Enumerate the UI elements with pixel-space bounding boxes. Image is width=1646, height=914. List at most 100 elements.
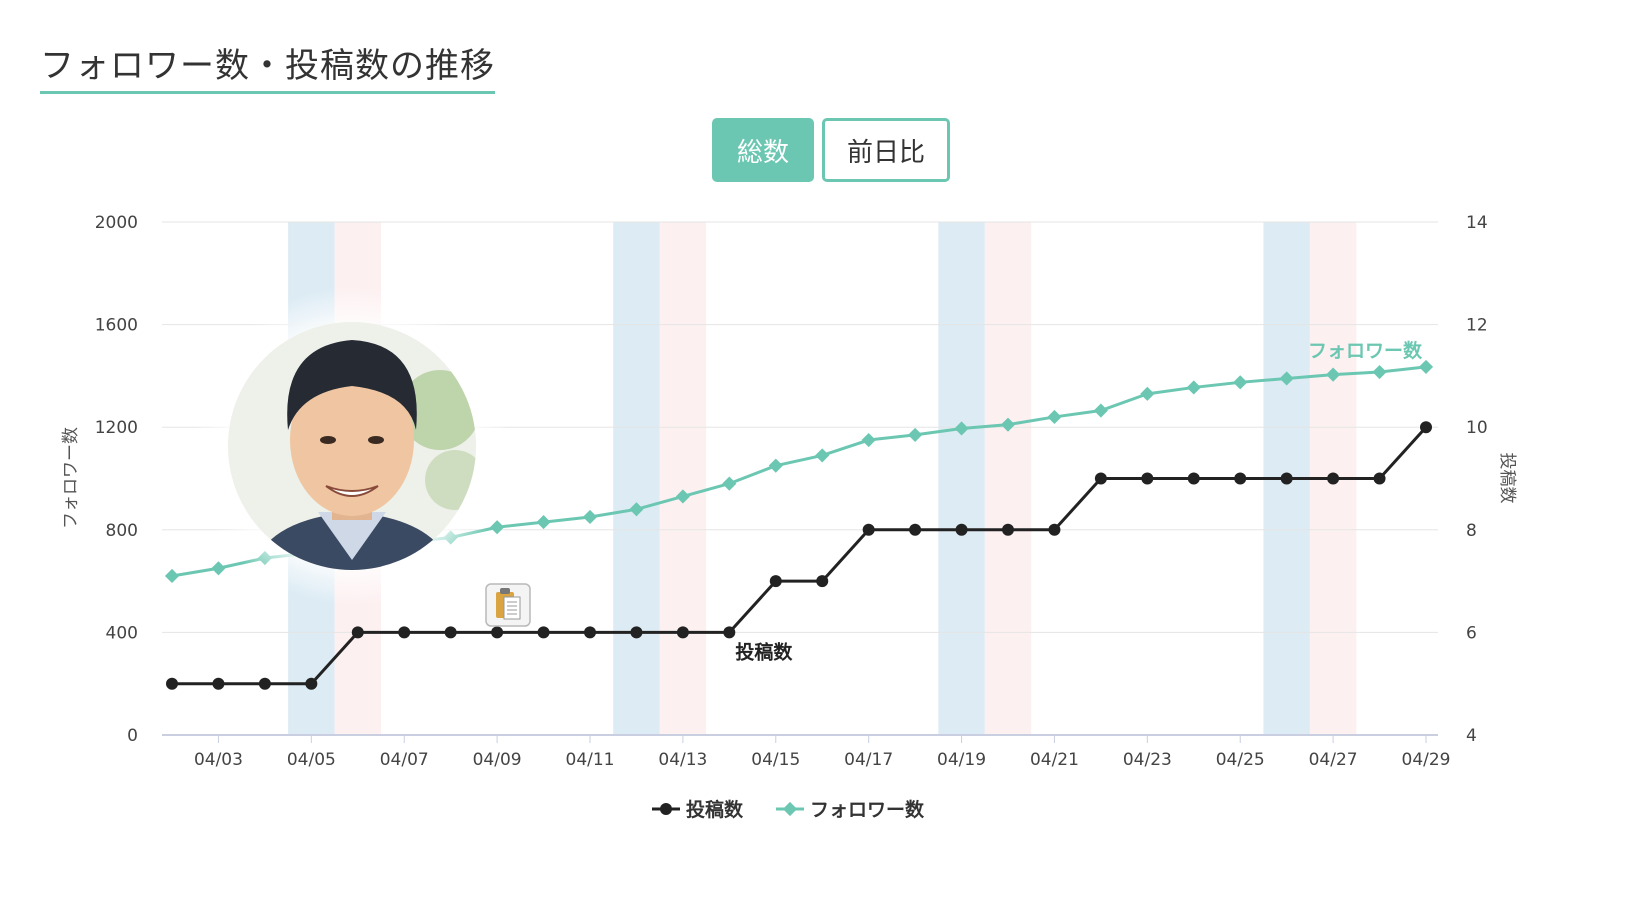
legend-followers-marker <box>782 801 798 817</box>
x-tick-label: 04/29 <box>1402 750 1451 770</box>
posts-point <box>723 626 736 639</box>
x-tick-label: 04/21 <box>1030 750 1079 770</box>
followers-point <box>490 520 505 535</box>
followers-point <box>1047 409 1062 425</box>
followers-point <box>954 421 969 436</box>
followers-point <box>675 489 690 504</box>
followers-point <box>722 476 737 491</box>
avatar <box>228 322 476 570</box>
followers-point <box>1186 380 1201 395</box>
avatar-hair <box>287 340 417 430</box>
legend-posts-label: 投稿数 <box>686 798 744 821</box>
saturday-band <box>938 222 985 735</box>
x-axis: 04/03 04/05 04/07 04/09 04/11 04/13 04/15 04/17… <box>194 735 1451 770</box>
posts-point <box>1002 523 1014 536</box>
posts-point <box>491 626 504 639</box>
avatar-eye <box>320 436 336 444</box>
followers-point <box>1279 371 1294 386</box>
followers-point <box>582 509 598 525</box>
posts-point <box>1280 472 1293 485</box>
avatar-collar <box>318 512 386 560</box>
left-tick-label: 0 <box>127 726 138 746</box>
left-tick-label: 1600 <box>95 316 138 336</box>
x-tick-label: 04/19 <box>937 750 986 770</box>
right-tick-label: 14 <box>1466 213 1488 233</box>
posts-point <box>212 677 225 690</box>
followers-point <box>1093 403 1108 418</box>
view-toggle: 総数 前日比 <box>712 118 950 182</box>
avatar-eye <box>368 436 384 444</box>
posts-point <box>1141 472 1154 485</box>
posts-point <box>444 626 457 639</box>
clipboard-page <box>503 596 521 620</box>
left-tick-label: 2000 <box>95 213 138 233</box>
posts-line <box>172 426 1428 686</box>
daily-diff-button[interactable]: 前日比 <box>822 118 950 182</box>
left-tick-label: 1200 <box>95 418 138 438</box>
posts-point <box>1094 472 1107 485</box>
posts-point <box>1187 472 1200 485</box>
left-axis: 0 400 800 1200 1600 2000 フォロワー数 <box>61 213 138 746</box>
followers-point <box>815 448 830 463</box>
posts-point <box>816 575 829 588</box>
avatar-face <box>290 364 414 516</box>
posts-point <box>955 523 968 536</box>
followers-point <box>1326 367 1341 382</box>
followers-point <box>908 427 923 442</box>
legend: 投稿数 フォロワー数 <box>652 798 925 821</box>
followers-point <box>629 502 644 517</box>
posts-point <box>1048 523 1061 536</box>
sunday-band <box>984 222 1032 735</box>
posts-point <box>584 626 596 639</box>
followers-point <box>1140 386 1155 401</box>
x-tick-label: 04/09 <box>473 750 522 770</box>
x-tick-label: 04/07 <box>380 750 429 770</box>
left-axis-title: フォロワー数 <box>61 427 81 529</box>
followers-point <box>211 561 226 576</box>
right-tick-label: 4 <box>1466 726 1477 746</box>
x-tick-label: 04/15 <box>751 750 800 770</box>
posts-point <box>258 677 271 690</box>
followers-point <box>536 515 551 530</box>
posts-point <box>305 677 318 690</box>
posts-point <box>862 523 875 536</box>
page-title: フォロワー数・投稿数の推移 <box>40 38 495 94</box>
followers-point <box>1000 417 1016 432</box>
clipboard-icon <box>485 583 531 627</box>
posts-point <box>398 626 411 639</box>
right-axis: 4 6 8 10 12 14 投稿数 <box>1466 213 1517 746</box>
posts-point <box>537 626 550 639</box>
foliage-shape <box>400 370 476 450</box>
x-tick-label: 04/05 <box>287 750 336 770</box>
sunday-band <box>659 222 707 735</box>
x-tick-label: 04/23 <box>1123 750 1172 770</box>
followers-point <box>1372 364 1387 380</box>
posts-point <box>1420 421 1432 434</box>
left-tick-label: 800 <box>106 521 138 541</box>
posts-point <box>1327 472 1340 485</box>
right-axis-title: 投稿数 <box>1497 453 1517 504</box>
x-tick-label: 04/25 <box>1216 750 1265 770</box>
clipboard-clip <box>500 588 510 594</box>
avatar-smile <box>325 485 379 497</box>
posts-point <box>909 523 922 536</box>
right-tick-label: 12 <box>1466 316 1488 336</box>
followers-series-label: フォロワー数 <box>1308 339 1423 362</box>
posts-point <box>166 677 178 690</box>
left-tick-label: 400 <box>106 623 138 643</box>
x-tick-label: 04/27 <box>1309 750 1358 770</box>
total-button[interactable]: 総数 <box>712 118 814 182</box>
posts-point <box>351 626 364 639</box>
posts-point <box>676 626 689 639</box>
right-tick-label: 8 <box>1466 521 1477 541</box>
posts-point <box>1234 472 1247 485</box>
legend-posts-marker <box>660 803 672 815</box>
posts-series-label: 投稿数 <box>735 640 793 663</box>
legend-followers-label: フォロワー数 <box>810 798 925 821</box>
x-tick-label: 04/13 <box>658 750 707 770</box>
followers-point <box>1418 359 1434 374</box>
right-tick-label: 10 <box>1466 418 1488 438</box>
posts-point <box>630 626 643 639</box>
